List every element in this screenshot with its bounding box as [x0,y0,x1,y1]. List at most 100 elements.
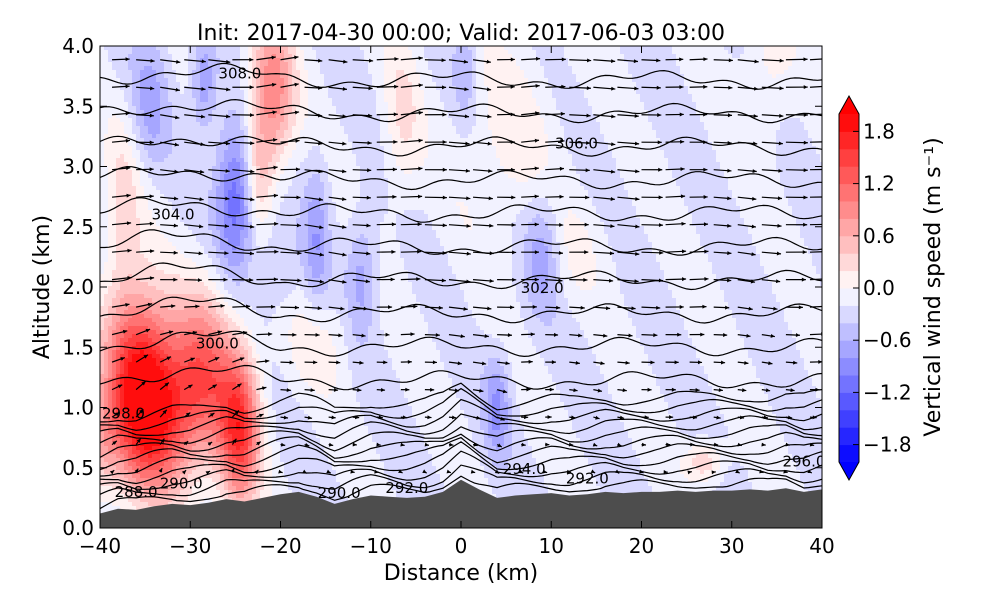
field-cell [176,214,181,219]
field-cell [136,182,141,187]
field-cell [180,182,185,187]
field-cell [116,198,121,203]
field-cell [108,418,113,423]
field-cell [240,490,245,495]
field-cell [208,254,213,259]
field-cell [120,446,125,451]
field-cell [216,258,221,263]
field-cell [188,310,193,315]
field-cell [144,402,149,407]
field-cell [224,222,229,227]
field-cell [252,454,257,459]
field-cell [152,358,157,363]
field-cell [196,330,201,335]
field-cell [104,254,109,259]
field-cell [252,114,257,119]
field-cell [128,94,133,99]
field-cell [236,430,241,435]
field-cell [136,450,141,455]
field-cell [104,298,109,303]
field-cell [216,50,221,55]
field-cell [104,290,109,295]
field-cell [216,242,221,247]
field-cell [200,262,205,267]
field-cell [228,254,233,259]
field-cell [180,134,185,139]
field-cell [260,162,265,167]
field-cell [160,358,165,363]
field-cell [112,62,117,67]
field-cell [116,462,121,467]
field-cell [196,158,201,163]
field-cell [144,358,149,363]
field-cell [172,422,177,427]
field-cell [240,382,245,387]
field-cell [208,186,213,191]
field-cell [148,118,153,123]
field-cell [196,418,201,423]
field-cell [176,350,181,355]
field-cell [156,354,161,359]
field-cell [168,110,173,115]
field-cell [204,190,209,195]
field-cell [184,150,189,155]
field-cell [208,202,213,207]
field-cell [104,286,109,291]
field-cell [128,314,133,319]
field-cell [104,386,109,391]
field-cell [104,122,109,127]
field-cell [248,262,253,267]
field-cell [216,482,221,487]
field-cell [244,318,249,323]
field-cell [184,382,189,387]
field-cell [132,474,137,479]
field-cell [204,414,209,419]
field-cell [212,166,217,171]
field-cell [200,190,205,195]
field-cell [156,90,161,95]
field-cell [204,434,209,439]
field-cell [184,398,189,403]
field-cell [100,218,105,223]
field-cell [128,378,133,383]
field-cell [228,358,233,363]
field-cell [200,186,205,191]
field-cell [116,470,121,475]
field-cell [204,70,209,75]
field-cell [152,158,157,163]
field-cell [192,242,197,247]
field-cell [228,222,233,227]
field-cell [128,230,133,235]
field-cell [192,398,197,403]
field-cell [176,166,181,171]
field-cell [256,54,261,59]
field-cell [240,326,245,331]
field-cell [260,174,265,179]
field-cell [252,402,257,407]
field-cell [176,458,181,463]
field-cell [200,162,205,167]
field-cell [116,318,121,323]
field-cell [140,158,145,163]
field-cell [172,230,177,235]
field-cell [224,182,229,187]
field-cell [132,462,137,467]
field-cell [104,186,109,191]
field-cell [188,174,193,179]
field-cell [260,394,265,399]
field-cell [128,258,133,263]
field-cell [192,390,197,395]
field-cell [208,98,213,103]
field-cell [252,282,257,287]
field-cell [256,406,261,411]
field-cell [140,486,145,491]
field-cell [176,254,181,259]
field-cell [176,306,181,311]
field-cell [252,438,257,443]
field-cell [168,270,173,275]
field-cell [260,410,265,415]
field-cell [184,438,189,443]
field-cell [152,446,157,451]
field-cell [204,234,209,239]
field-cell [180,454,185,459]
